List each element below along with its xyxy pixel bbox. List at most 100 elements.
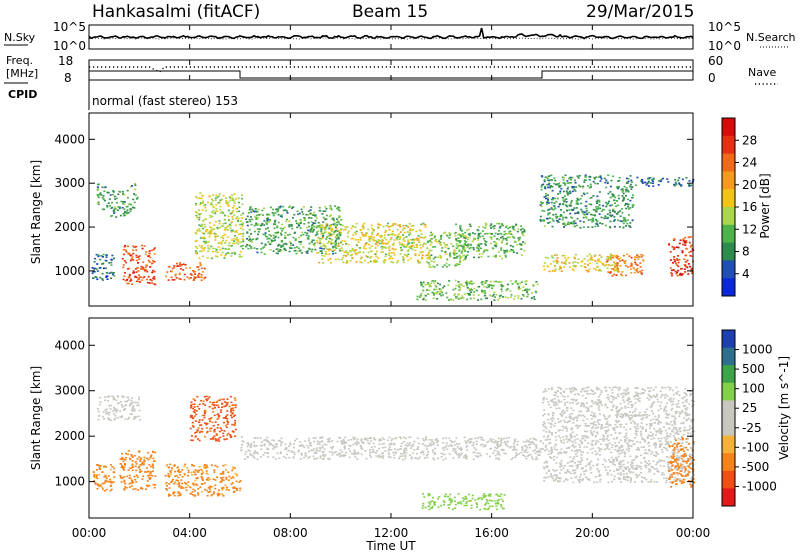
scatter-cell: [521, 289, 524, 292]
scatter-cell: [496, 450, 499, 453]
scatter-cell: [264, 452, 267, 454]
scatter-cell: [636, 254, 638, 256]
scatter-cell: [136, 198, 139, 200]
scatter-cell: [613, 219, 616, 221]
scatter-cell: [685, 261, 688, 263]
scatter-cell: [335, 225, 337, 227]
scatter-cell: [220, 241, 223, 243]
scatter-cell: [253, 450, 256, 452]
scatter-cell: [114, 417, 117, 420]
scatter-cell: [499, 232, 502, 235]
scatter-cell: [570, 477, 573, 479]
scatter-cell: [108, 404, 111, 407]
scatter-cell: [387, 455, 390, 458]
scatter-cell: [310, 217, 313, 219]
scatter-cell: [311, 248, 314, 251]
scatter-cell: [449, 256, 452, 258]
scatter-cell: [253, 444, 256, 447]
scatter-cell: [200, 245, 203, 247]
scatter-cell: [97, 418, 100, 421]
scatter-cell: [192, 417, 195, 419]
scatter-cell: [486, 249, 489, 252]
scatter-cell: [424, 236, 427, 238]
scatter-cell: [359, 444, 362, 447]
scatter-cell: [676, 271, 679, 274]
scatter-cell: [169, 470, 172, 472]
scatter-cell: [388, 449, 390, 451]
scatter-cell: [357, 239, 360, 241]
scatter-cell: [520, 248, 523, 250]
scatter-cell: [130, 402, 133, 404]
scatter-cell: [204, 237, 206, 240]
scatter-cell: [321, 440, 324, 442]
scatter-cell: [569, 192, 572, 194]
scatter-cell: [552, 204, 555, 207]
scatter-cell: [322, 454, 325, 457]
scatter-cell: [313, 211, 315, 214]
scatter-cell: [483, 290, 486, 292]
scatter-cell: [556, 183, 559, 185]
scatter-cell: [494, 296, 496, 298]
scatter-cell: [185, 483, 188, 485]
scatter-cell: [539, 215, 542, 218]
scatter-cell: [328, 237, 331, 240]
scatter-cell: [671, 246, 674, 248]
scatter-cell: [182, 263, 185, 265]
scatter-cell: [509, 230, 512, 232]
scatter-cell: [448, 453, 451, 455]
scatter-cell: [196, 470, 199, 472]
scatter-cell: [645, 184, 648, 186]
scatter-cell: [240, 217, 243, 219]
scatter-cell: [574, 222, 577, 224]
scatter-cell: [352, 234, 355, 236]
scatter-cell: [101, 256, 104, 258]
scatter-cell: [118, 190, 121, 193]
scatter-cell: [436, 444, 439, 447]
scatter-cell: [118, 207, 121, 210]
scatter-cell: [567, 182, 570, 184]
scatter-cell: [101, 186, 104, 189]
scatter-cell: [676, 264, 679, 266]
scatter-cell: [284, 249, 287, 251]
scatter-cell: [150, 262, 153, 265]
scatter-cell: [462, 297, 465, 299]
scatter-cell: [667, 441, 670, 443]
scatter-cell: [393, 254, 396, 256]
scatter-cell: [191, 439, 194, 442]
scatter-cell: [194, 273, 197, 275]
scatter-cell: [442, 437, 445, 440]
scatter-cell: [241, 238, 244, 240]
scatter-cell: [445, 234, 448, 236]
scatter-cell: [262, 233, 265, 236]
scatter-cell: [372, 239, 375, 242]
scatter-cell: [542, 466, 545, 468]
scatter-cell: [504, 237, 507, 240]
scatter-cell: [457, 502, 460, 504]
scatter-cell: [467, 288, 470, 290]
scatter-cell: [359, 239, 362, 241]
scatter-cell: [419, 236, 422, 239]
scatter-cell: [288, 233, 291, 236]
scatter-cell: [409, 454, 411, 456]
scatter-cell: [475, 443, 478, 445]
scatter-cell: [357, 241, 360, 243]
scatter-cell: [314, 215, 317, 217]
scatter-cell: [127, 276, 130, 279]
scatter-cell: [126, 209, 129, 212]
scatter-cell: [128, 252, 131, 255]
scatter-cell: [609, 401, 612, 403]
scatter-cell: [212, 211, 214, 214]
scatter-cell: [428, 439, 431, 441]
scatter-cell: [688, 464, 691, 466]
scatter-cell: [355, 230, 358, 233]
scatter-cell: [131, 460, 134, 462]
scatter-cell: [124, 400, 127, 403]
scatter-cell: [585, 205, 588, 207]
scatter-cell: [249, 238, 251, 240]
scatter-cell: [235, 207, 238, 210]
scatter-cell: [416, 239, 419, 241]
scatter-cell: [277, 221, 280, 224]
scatter-cell: [248, 208, 251, 211]
scatter-cell: [177, 479, 179, 482]
scatter-cell: [595, 222, 598, 225]
